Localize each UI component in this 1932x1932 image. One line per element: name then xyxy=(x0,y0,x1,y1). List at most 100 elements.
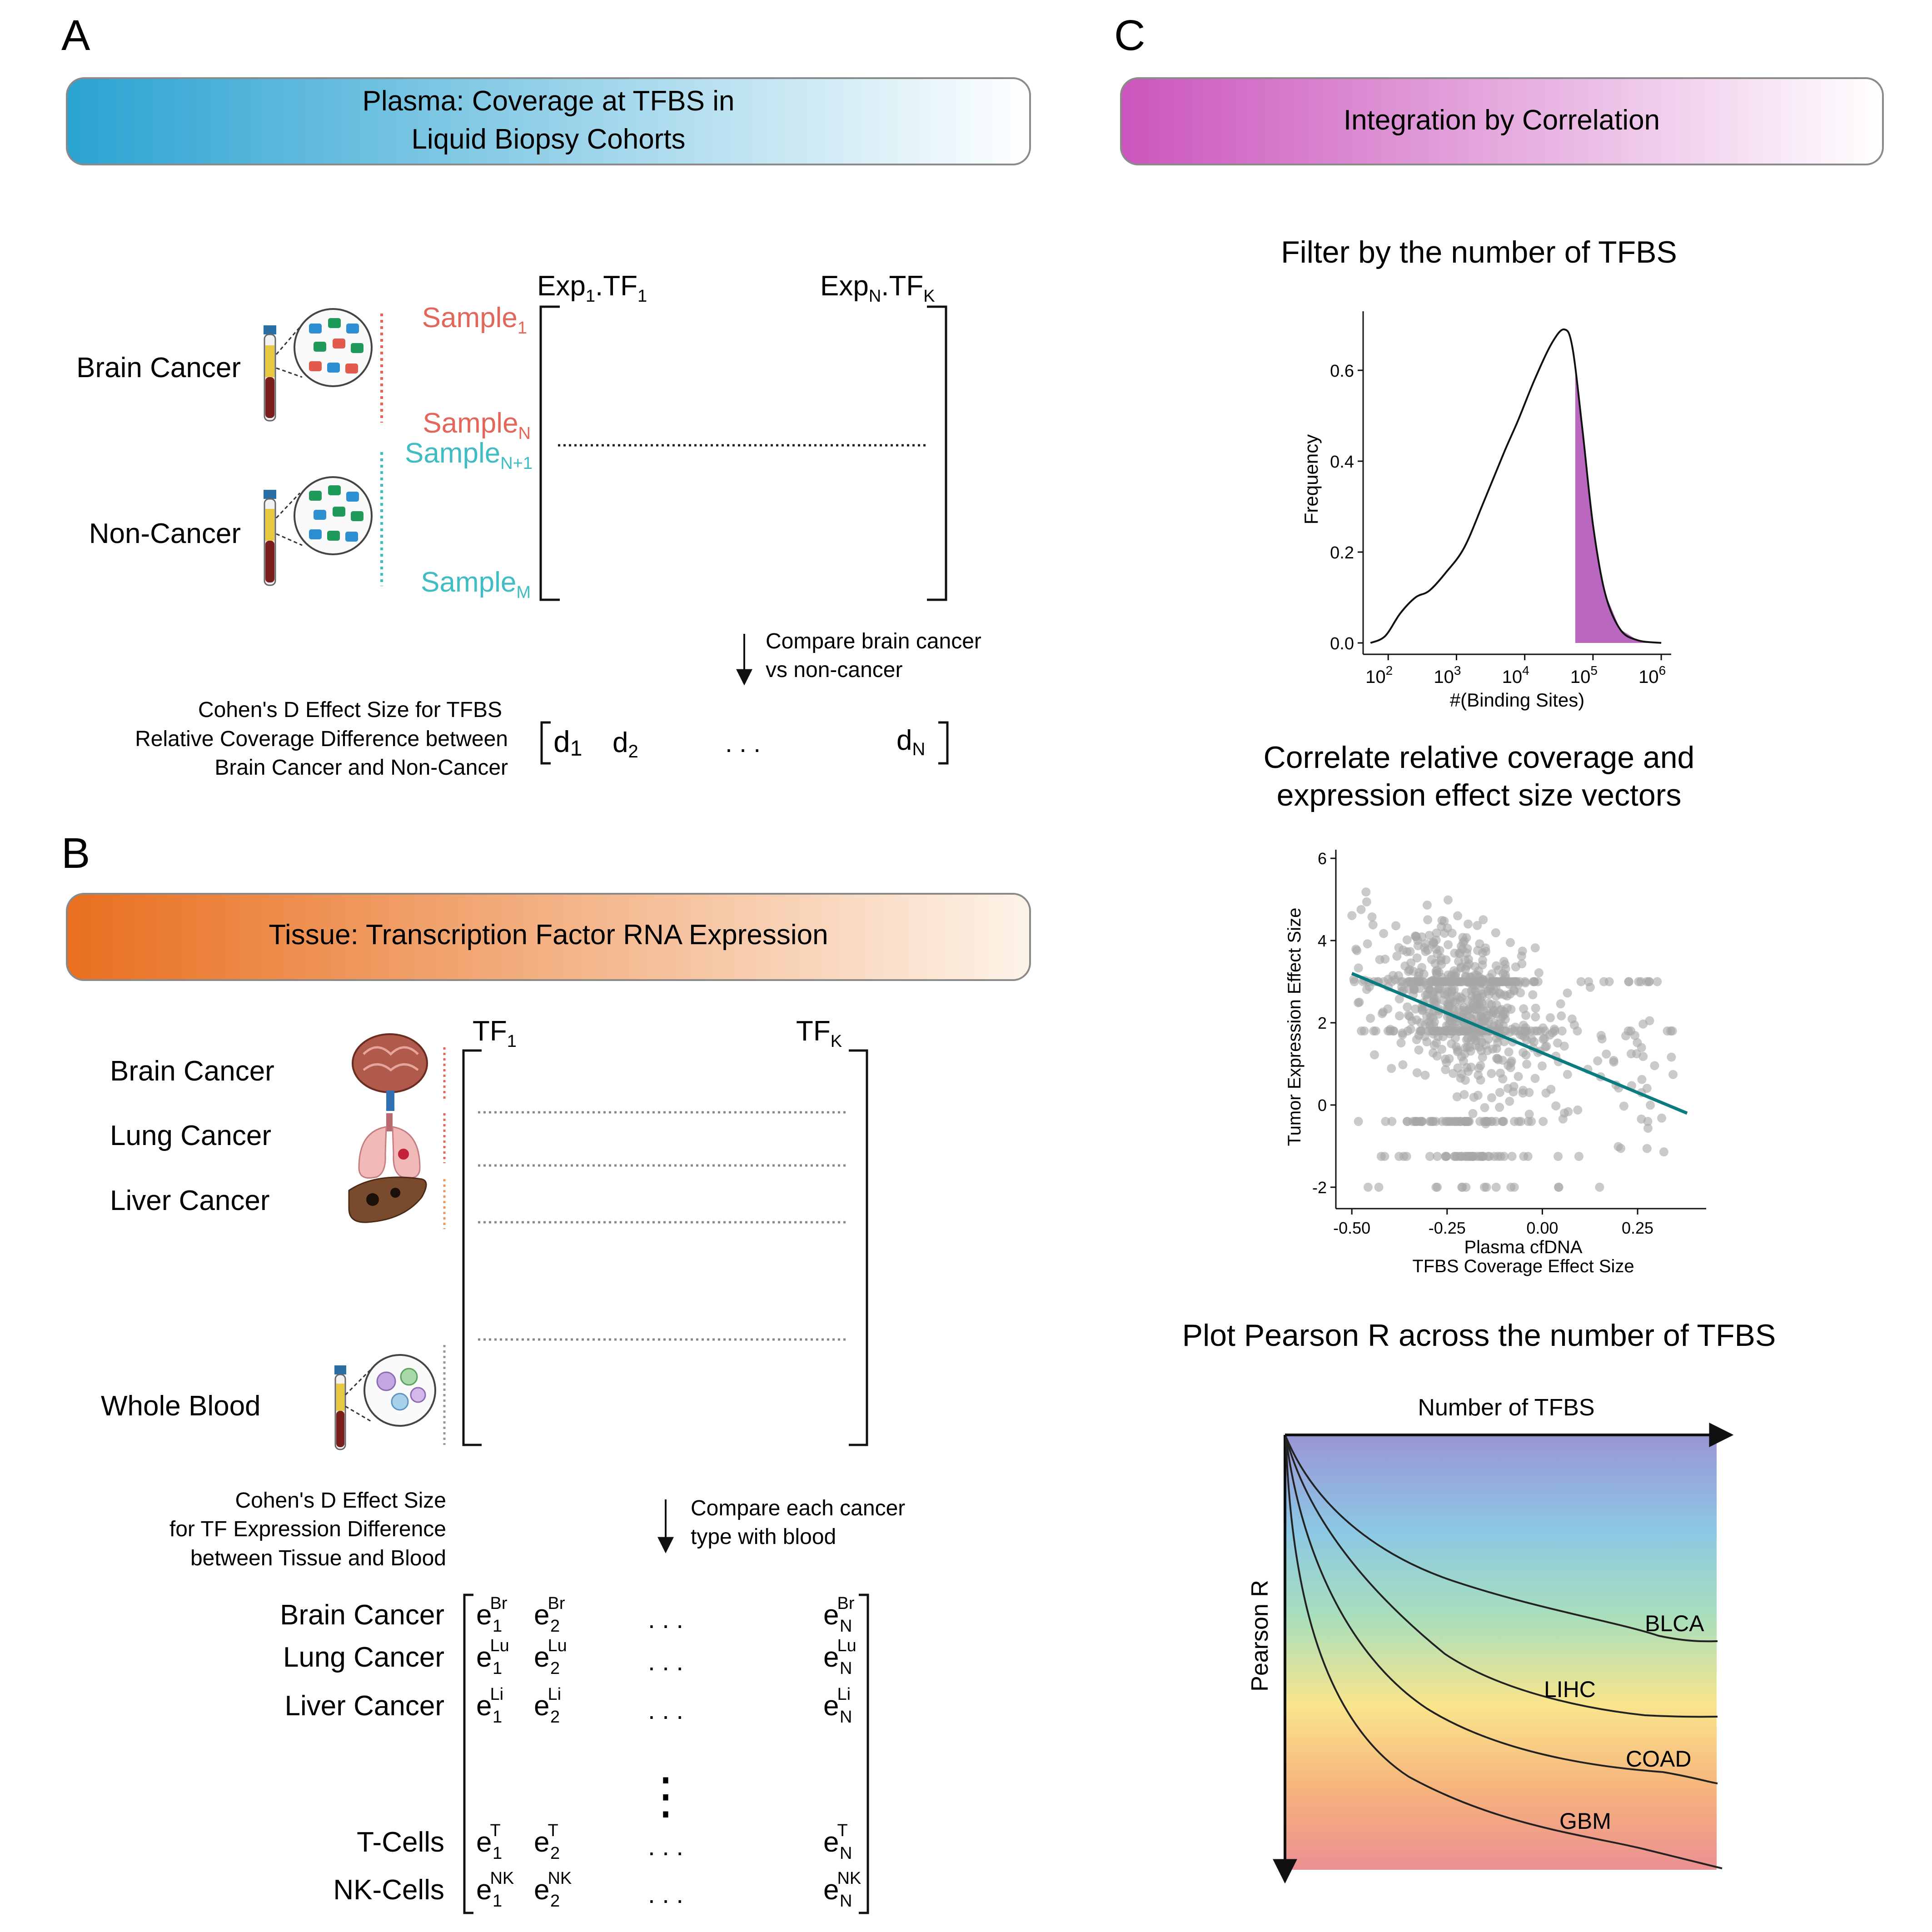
scatter-y-tick-label: 0 xyxy=(1318,1096,1327,1115)
e-matrix-ellipsis: . . . xyxy=(648,1696,683,1724)
scatter-point xyxy=(1576,977,1586,986)
e-matrix-entry: eNK 1 xyxy=(476,1869,514,1911)
scatter-point xyxy=(1646,1100,1655,1110)
scatter-point xyxy=(1381,1117,1390,1126)
scatter-point xyxy=(1441,955,1451,965)
scatter-point xyxy=(1387,1064,1396,1073)
scatter-point xyxy=(1402,1152,1411,1161)
scatter-x-axis-label: Plasma cfDNA xyxy=(1464,1237,1582,1257)
scatter-point xyxy=(1481,947,1491,956)
column-header-expn-tfk: ExpN.TFK xyxy=(820,270,935,306)
scatter-point xyxy=(1663,1026,1672,1036)
e-matrix-row-label: Lung Cancer xyxy=(283,1642,444,1673)
scatter-point xyxy=(1367,912,1377,921)
scatter-point xyxy=(1392,951,1402,961)
scatter-point xyxy=(1511,1022,1520,1032)
d-vector-right-bracket xyxy=(938,721,949,765)
scatter-point xyxy=(1432,970,1442,979)
e-matrix-vertical-ellipsis: ⋮ xyxy=(641,1768,691,1824)
scatter-point xyxy=(1516,988,1525,998)
pearson-gradient-area xyxy=(1285,1436,1717,1870)
scatter-point xyxy=(1461,1182,1471,1192)
group-label-brain-cancer: Brain Cancer xyxy=(76,352,241,383)
scatter-point xyxy=(1573,1105,1583,1115)
scatter-point xyxy=(1621,1031,1630,1041)
scatter-point xyxy=(1434,984,1443,994)
scatter-point xyxy=(1507,1152,1517,1161)
blood-tube-immune-icon xyxy=(334,1354,436,1450)
scatter-point xyxy=(1363,1182,1373,1192)
scatter-point xyxy=(1657,1113,1667,1123)
scatter-point xyxy=(1460,1117,1469,1126)
group-label-non-cancer: Non-Cancer xyxy=(89,518,241,549)
scatter-point xyxy=(1423,946,1433,955)
scatter-point xyxy=(1534,968,1544,977)
e-matrix-entry: eLi 2 xyxy=(534,1685,561,1727)
density-highlight-area xyxy=(1575,370,1662,643)
scatter-point xyxy=(1432,1051,1442,1061)
scatter-point xyxy=(1593,1056,1603,1066)
sample-label-1: Sample1 xyxy=(422,302,527,338)
scatter-point xyxy=(1479,1006,1489,1016)
e-matrix-entry: eLi N xyxy=(823,1685,852,1727)
scatter-point xyxy=(1487,1117,1497,1126)
scatter-point xyxy=(1506,1063,1515,1072)
scatter-point xyxy=(1412,1068,1422,1077)
panel-c: C Integration by Correlation Filter by t… xyxy=(1114,11,1884,1884)
scatter-point xyxy=(1480,1103,1489,1112)
scatter-point xyxy=(1506,938,1515,947)
panel-b-banner-text: Tissue: Transcription Factor RNA Express… xyxy=(269,919,828,951)
scatter-point xyxy=(1630,1031,1640,1040)
scatter-point xyxy=(1507,1056,1516,1066)
scatter-point xyxy=(1412,1035,1421,1045)
matrix-b-right-bracket xyxy=(849,1049,868,1446)
curve-label-gbm: GBM xyxy=(1559,1808,1611,1834)
tissue-label-brain: Brain Cancer xyxy=(110,1056,274,1087)
scatter-point xyxy=(1435,946,1444,955)
corr-section-title-line1: Correlate relative coverage and xyxy=(1264,740,1695,775)
pearson-y-axis-label: Pearson R xyxy=(1247,1580,1273,1692)
scatter-point xyxy=(1429,1021,1438,1031)
scatter-point xyxy=(1427,955,1436,964)
scatter-point xyxy=(1511,962,1520,972)
scatter-point xyxy=(1464,959,1474,969)
effect-label-b-line3: between Tissue and Blood xyxy=(190,1546,446,1570)
scatter-point xyxy=(1504,1047,1514,1057)
scatter-point xyxy=(1459,1090,1469,1099)
scatter-point xyxy=(1557,1026,1567,1036)
density-x-tick-label: 104 xyxy=(1502,663,1529,687)
scatter-point xyxy=(1538,1023,1548,1033)
scatter-point xyxy=(1423,915,1433,925)
scatter-point xyxy=(1495,1088,1504,1097)
blood-tube-noncancer-icon xyxy=(264,490,276,586)
scatter-point xyxy=(1584,977,1593,986)
lung-icon xyxy=(358,1113,421,1179)
e-matrix-entry: eBr 1 xyxy=(476,1594,508,1636)
scatter-point xyxy=(1569,1020,1579,1030)
scatter-point xyxy=(1554,1182,1564,1192)
scatter-point xyxy=(1425,1008,1434,1018)
scatter-point xyxy=(1473,977,1483,986)
e-matrix-ellipsis: . . . xyxy=(648,1647,683,1676)
scatter-point xyxy=(1458,944,1467,954)
scatter-point xyxy=(1659,1147,1668,1157)
scatter-point xyxy=(1637,1114,1646,1124)
scatter-point xyxy=(1349,975,1359,984)
scatter-point xyxy=(1496,1152,1505,1161)
panel-a-banner-line1: Plasma: Coverage at TFBS in xyxy=(363,85,735,117)
scatter-point xyxy=(1554,1152,1563,1161)
scatter-point xyxy=(1414,984,1424,993)
scatter-point xyxy=(1530,1074,1540,1083)
scatter-point xyxy=(1539,1117,1548,1126)
density-x-tick-label: 106 xyxy=(1638,663,1666,687)
scatter-point xyxy=(1469,1092,1479,1102)
scatter-point xyxy=(1361,887,1371,897)
scatter-point xyxy=(1374,1182,1384,1192)
scatter-point xyxy=(1465,1043,1474,1052)
nucleosome-lens-noncancer-icon xyxy=(275,476,373,555)
liver-icon xyxy=(348,1176,427,1223)
scatter-point xyxy=(1528,990,1538,1000)
scatter-x-axis-label-2: TFBS Coverage Effect Size xyxy=(1412,1256,1634,1276)
scatter-point xyxy=(1363,939,1372,949)
e-matrix-ellipsis: . . . xyxy=(648,1832,683,1861)
